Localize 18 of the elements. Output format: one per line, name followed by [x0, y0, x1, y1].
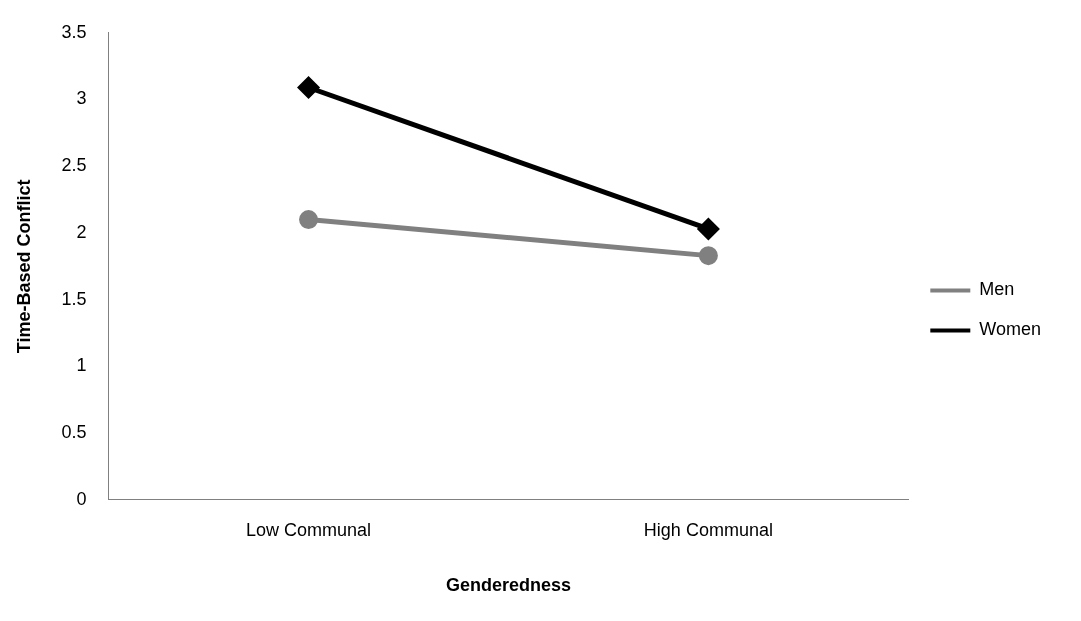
y-axis-title: Time-Based Conflict — [13, 179, 34, 354]
x-tick-label: Low Communal — [246, 519, 372, 540]
y-tick-label: 2.5 — [61, 155, 87, 176]
y-tick-label: 1 — [76, 355, 87, 376]
point — [697, 218, 719, 240]
point — [698, 246, 718, 266]
y-tick-label: 2 — [76, 221, 87, 242]
y-tick-label: 3.5 — [61, 21, 87, 42]
legend-label: Men — [979, 279, 1015, 300]
y-tick-label: 3 — [76, 88, 87, 109]
y-tick-label: 1.5 — [61, 288, 87, 309]
y-tick-label: 0 — [76, 488, 87, 509]
x-tick-label: High Communal — [643, 519, 773, 540]
point — [299, 210, 319, 230]
y-tick-label: 0.5 — [61, 422, 87, 443]
point — [298, 77, 320, 99]
legend-label: Women — [979, 319, 1042, 340]
x-axis-title: Genderedness — [445, 575, 571, 596]
